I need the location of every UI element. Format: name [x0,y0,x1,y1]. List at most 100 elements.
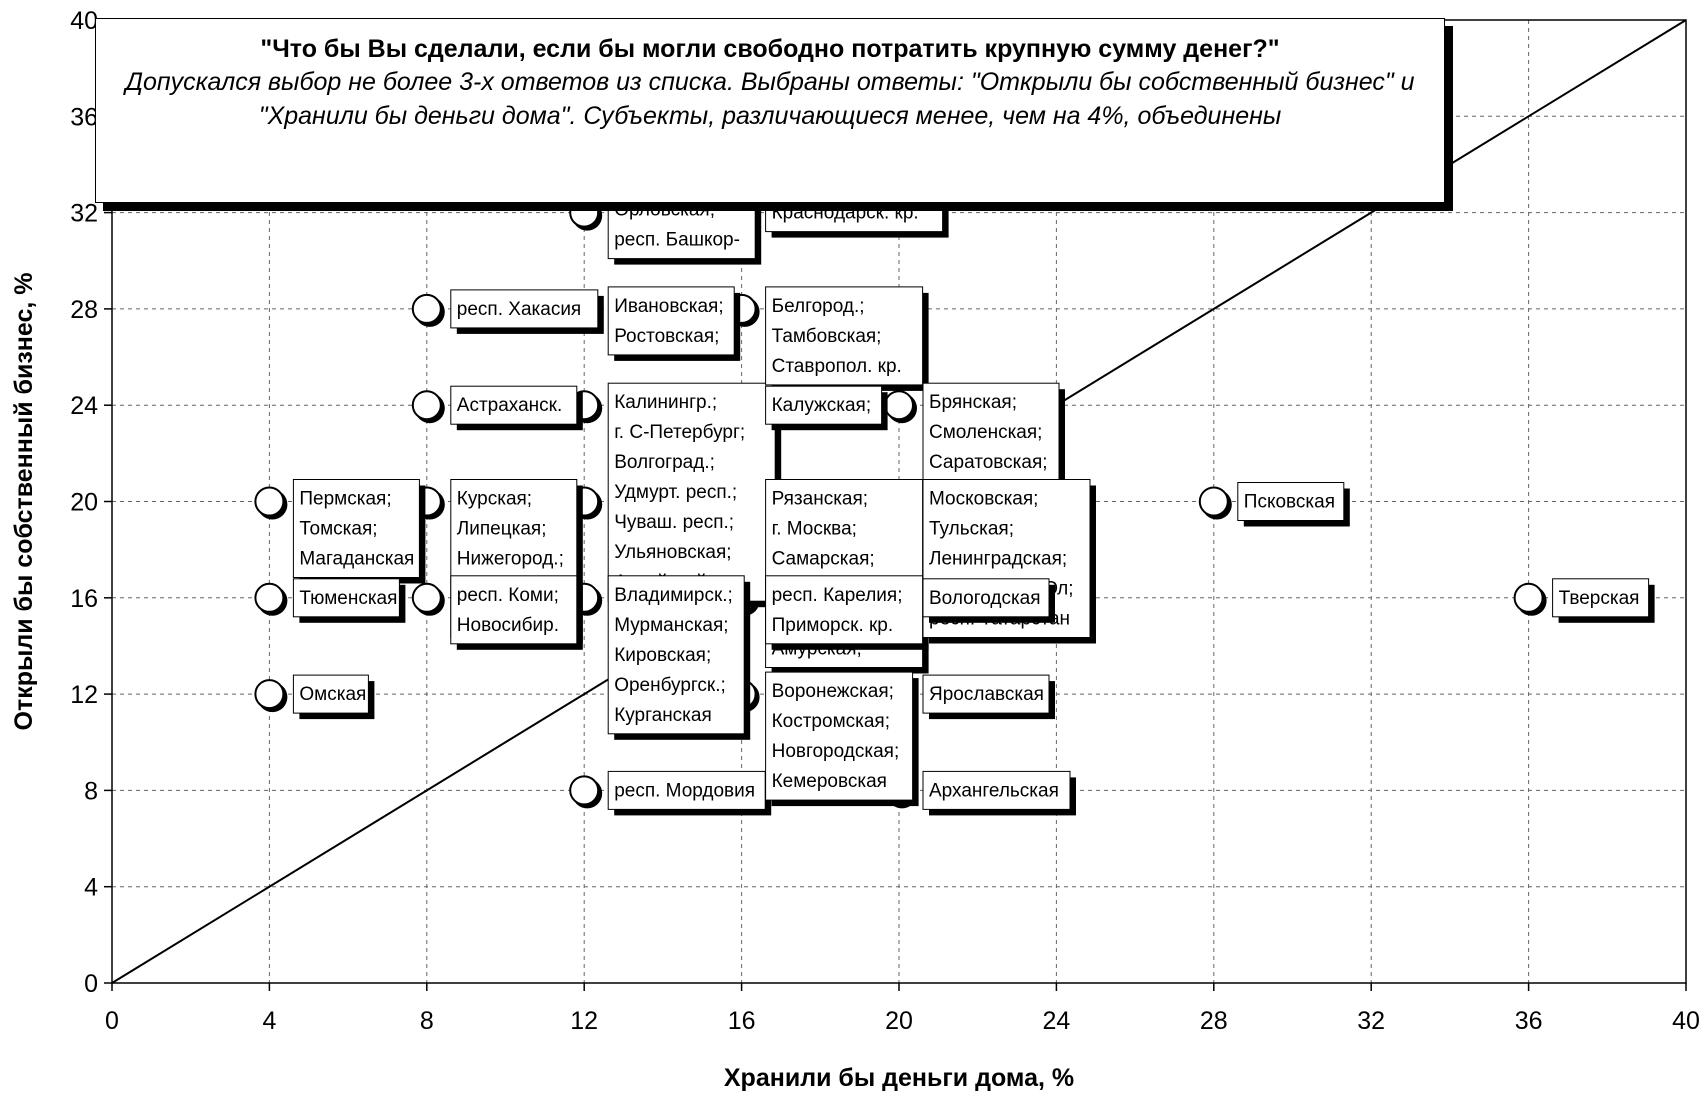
label-box [765,575,924,645]
label-line: Омская [299,684,366,705]
y-tick-label: 16 [70,585,98,613]
label-box [1237,482,1345,521]
label-line: Ивановская; [614,296,723,317]
label-line: респ. Коми; [457,585,559,606]
label-line: Ростовская; [614,326,719,347]
data-point [254,486,285,517]
label-line: Магаданская [299,549,414,570]
label-box [292,479,420,578]
y-tick-label: 12 [70,681,98,709]
label-line: Краснодарск. кр. [772,203,919,224]
label-line: респ. Хакасия [457,299,581,320]
y-tick-label: 28 [70,296,98,324]
label-line: Томская; [299,519,377,540]
label-line: Волгоград.; [614,452,715,473]
x-tick-label: 36 [1515,1007,1543,1035]
data-point [411,293,442,324]
y-tick-label: 36 [70,103,98,131]
label-box [765,286,924,386]
x-tick-label: 28 [1200,1007,1228,1035]
label-box [765,671,914,801]
label-line: Рязанская; [772,489,868,510]
label-box [922,770,1071,810]
point-label: Астраханск. [450,385,583,431]
x-tick-label: 24 [1042,1007,1070,1035]
label-line: Брянская; [929,392,1017,413]
label-line: Курская; [457,489,532,510]
label-line: Мурманская; [614,615,728,636]
x-tick-label: 12 [570,1007,598,1035]
point-label: Владимирск.; Мурманская; Кировская; Оренбур… [607,575,751,740]
point-label: респ. Мордовия [607,770,772,816]
label-box [765,385,883,425]
label-line: Ставропол. кр. [772,356,902,377]
label-box [1552,578,1650,618]
data-point [569,775,600,806]
label-line: респ. Башкор- [614,230,740,251]
label-line: Самарская; [772,549,875,570]
point-label: Псковская [1237,482,1350,527]
point-label: Калужская; [765,385,888,431]
point-label: Ярославская [922,674,1055,720]
y-tick-label: 0 [84,970,98,998]
point-label: Омская [292,674,375,720]
label-line: Костромская; [772,711,890,732]
label-line: Архангельская [929,780,1059,801]
point-labels: респ. Хакасия Астраханск. Пермская; Томская… [292,190,1655,816]
point-label: Тюменская [292,578,406,623]
label-line: Орловская; [614,200,715,221]
label-line: Липецкая; [457,519,547,540]
label-line: Астраханск. [457,395,562,416]
y-tick-label: 4 [84,874,98,902]
label-box [450,289,599,329]
y-tick-label: 8 [84,777,98,805]
point-label: Воронежская; Костромская; Новгородская; Кем… [765,671,919,807]
label-line: Кировская; [614,645,711,666]
x-tick-label: 8 [420,1007,434,1035]
chart-subtitle: Допускался выбор не более 3-х ответов из… [125,68,1415,130]
y-tick-label: 32 [70,200,98,228]
chart-title-box: "Что бы Вы сделали, если бы могли свобод… [95,18,1445,203]
data-point [254,679,285,710]
y-tick-label: 20 [70,489,98,517]
label-line: Нижегород.; [457,549,564,570]
label-line: Тульская; [929,519,1014,540]
chart-title: "Что бы Вы сделали, если бы могли свобод… [260,35,1280,63]
label-line: г. С-Петербург; [614,422,745,443]
x-tick-label: 16 [728,1007,756,1035]
label-line: Саратовская; [929,452,1048,473]
data-point [884,390,914,421]
data-point [1513,582,1544,613]
label-line: Тюменская [299,588,397,609]
label-line: Приморск. кр. [772,615,894,636]
point-label: Ивановская; Ростовская; [607,286,741,361]
label-line: Оренбургск.; [614,675,726,696]
x-tick-label: 20 [885,1007,913,1035]
label-line: Новгородская; [772,741,900,762]
label-line: Пермская; [299,489,391,510]
y-tick-label: 40 [70,7,98,35]
y-axis-title: Открыли бы собственный бизнес, % [10,273,38,731]
label-line: Ульяновская; [614,542,731,563]
point-label: Пермская; Томская; Магаданская [292,479,426,584]
label-line: Калинингр.; [614,392,717,413]
label-box [922,578,1050,618]
data-point [411,582,442,613]
label-line: Удмурт. респ.; [614,482,737,503]
y-tick-label: 24 [70,392,98,420]
label-box [922,382,1060,482]
x-axis-title: Хранили бы деньги дома, % [724,1064,1074,1092]
x-tick-label: 4 [262,1007,276,1035]
label-line: Московская; [929,489,1038,510]
label-box [292,578,400,618]
label-box [292,674,369,714]
label-line: Курганская [614,705,712,726]
point-label: Вологодская [922,578,1055,623]
label-line: респ. Мордовия [614,780,755,801]
label-line: Вологодская [929,588,1041,609]
point-label: респ. Коми; Новосибир. [450,575,583,650]
label-box [450,575,578,645]
label-line: г. Москва; [772,519,857,540]
label-line: Ярославская [929,684,1044,705]
